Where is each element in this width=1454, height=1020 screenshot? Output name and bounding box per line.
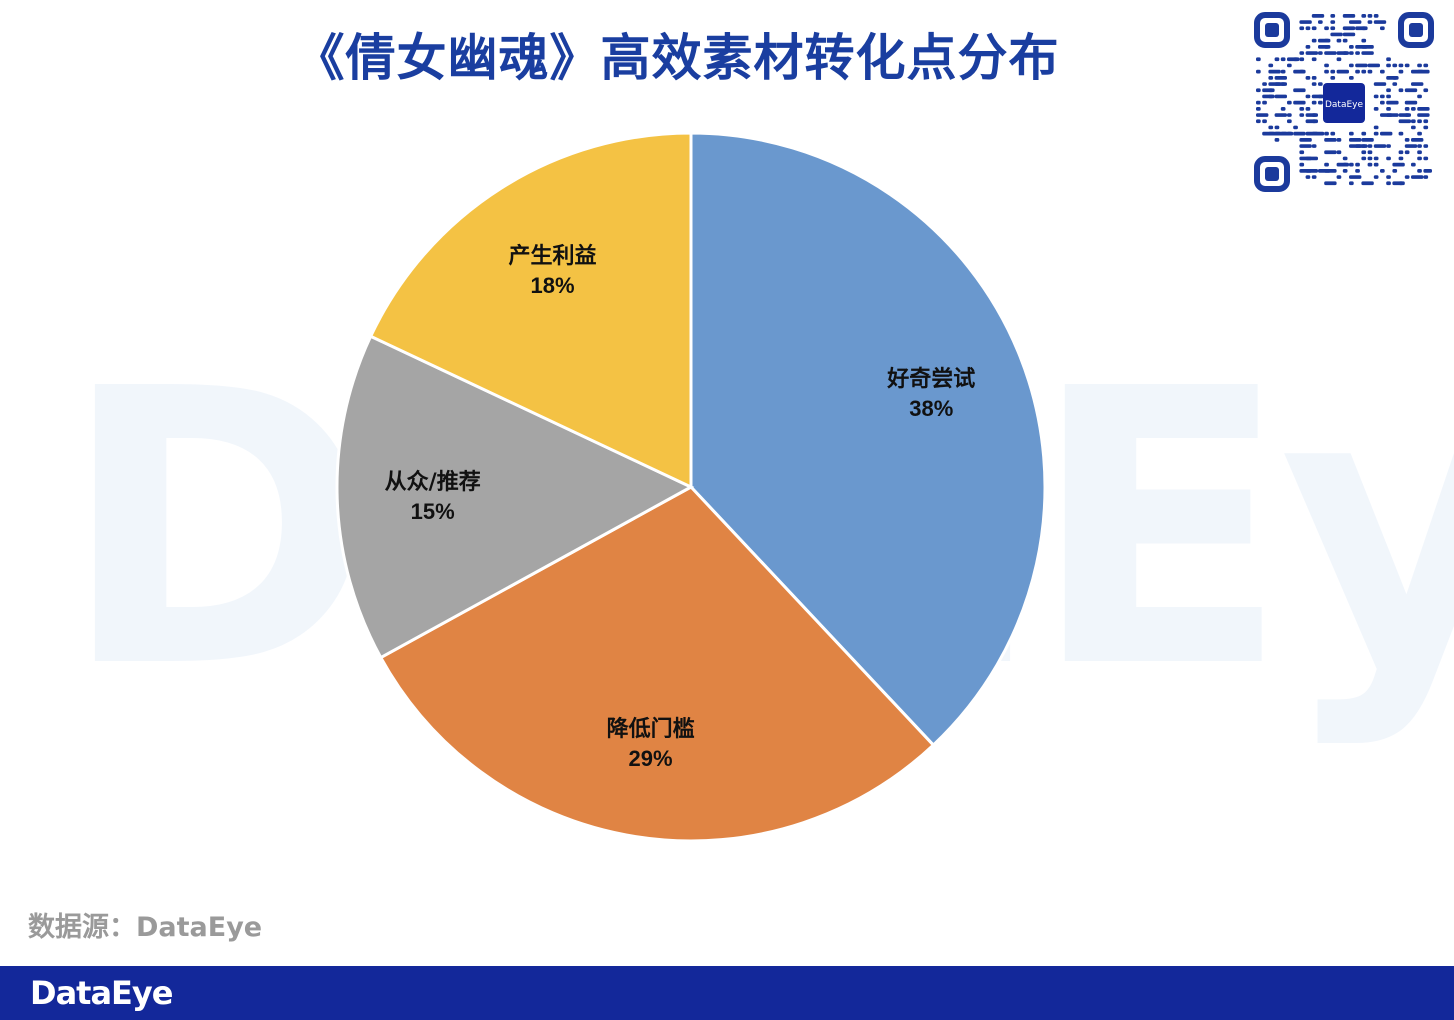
slice-value-4: 18% <box>531 273 575 298</box>
slice-label-4: 产生利益 <box>509 243 597 269</box>
source-note: 数据源：DataEye <box>28 912 263 943</box>
slice-value-2: 29% <box>629 746 673 771</box>
slice-value-1: 38% <box>909 396 953 421</box>
footer-bar: DataEye <box>0 966 1454 1020</box>
slice-label-1: 好奇尝试 <box>886 366 975 392</box>
slice-value-3: 15% <box>411 499 455 524</box>
pie-slice-3 <box>335 334 695 660</box>
pie-slice-1 <box>689 131 1047 748</box>
pie-slice-4 <box>368 131 693 490</box>
qr-badge-text: DataEye <box>1325 100 1364 110</box>
slice-label-2: 降低门槛 <box>607 716 695 742</box>
pie-chart: 好奇尝试 38% 降低门槛 29% 从众/推荐 15% 产生利益 18% <box>335 131 1047 843</box>
footer-logo: DataEye <box>30 974 173 1012</box>
pie-slice-2 <box>378 485 936 843</box>
chart-title: 《倩女幽魂》高效素材转化点分布 <box>294 29 1060 87</box>
qr-code: DataEye <box>1252 10 1436 194</box>
slice-label-3: 从众/推荐 <box>385 469 481 495</box>
